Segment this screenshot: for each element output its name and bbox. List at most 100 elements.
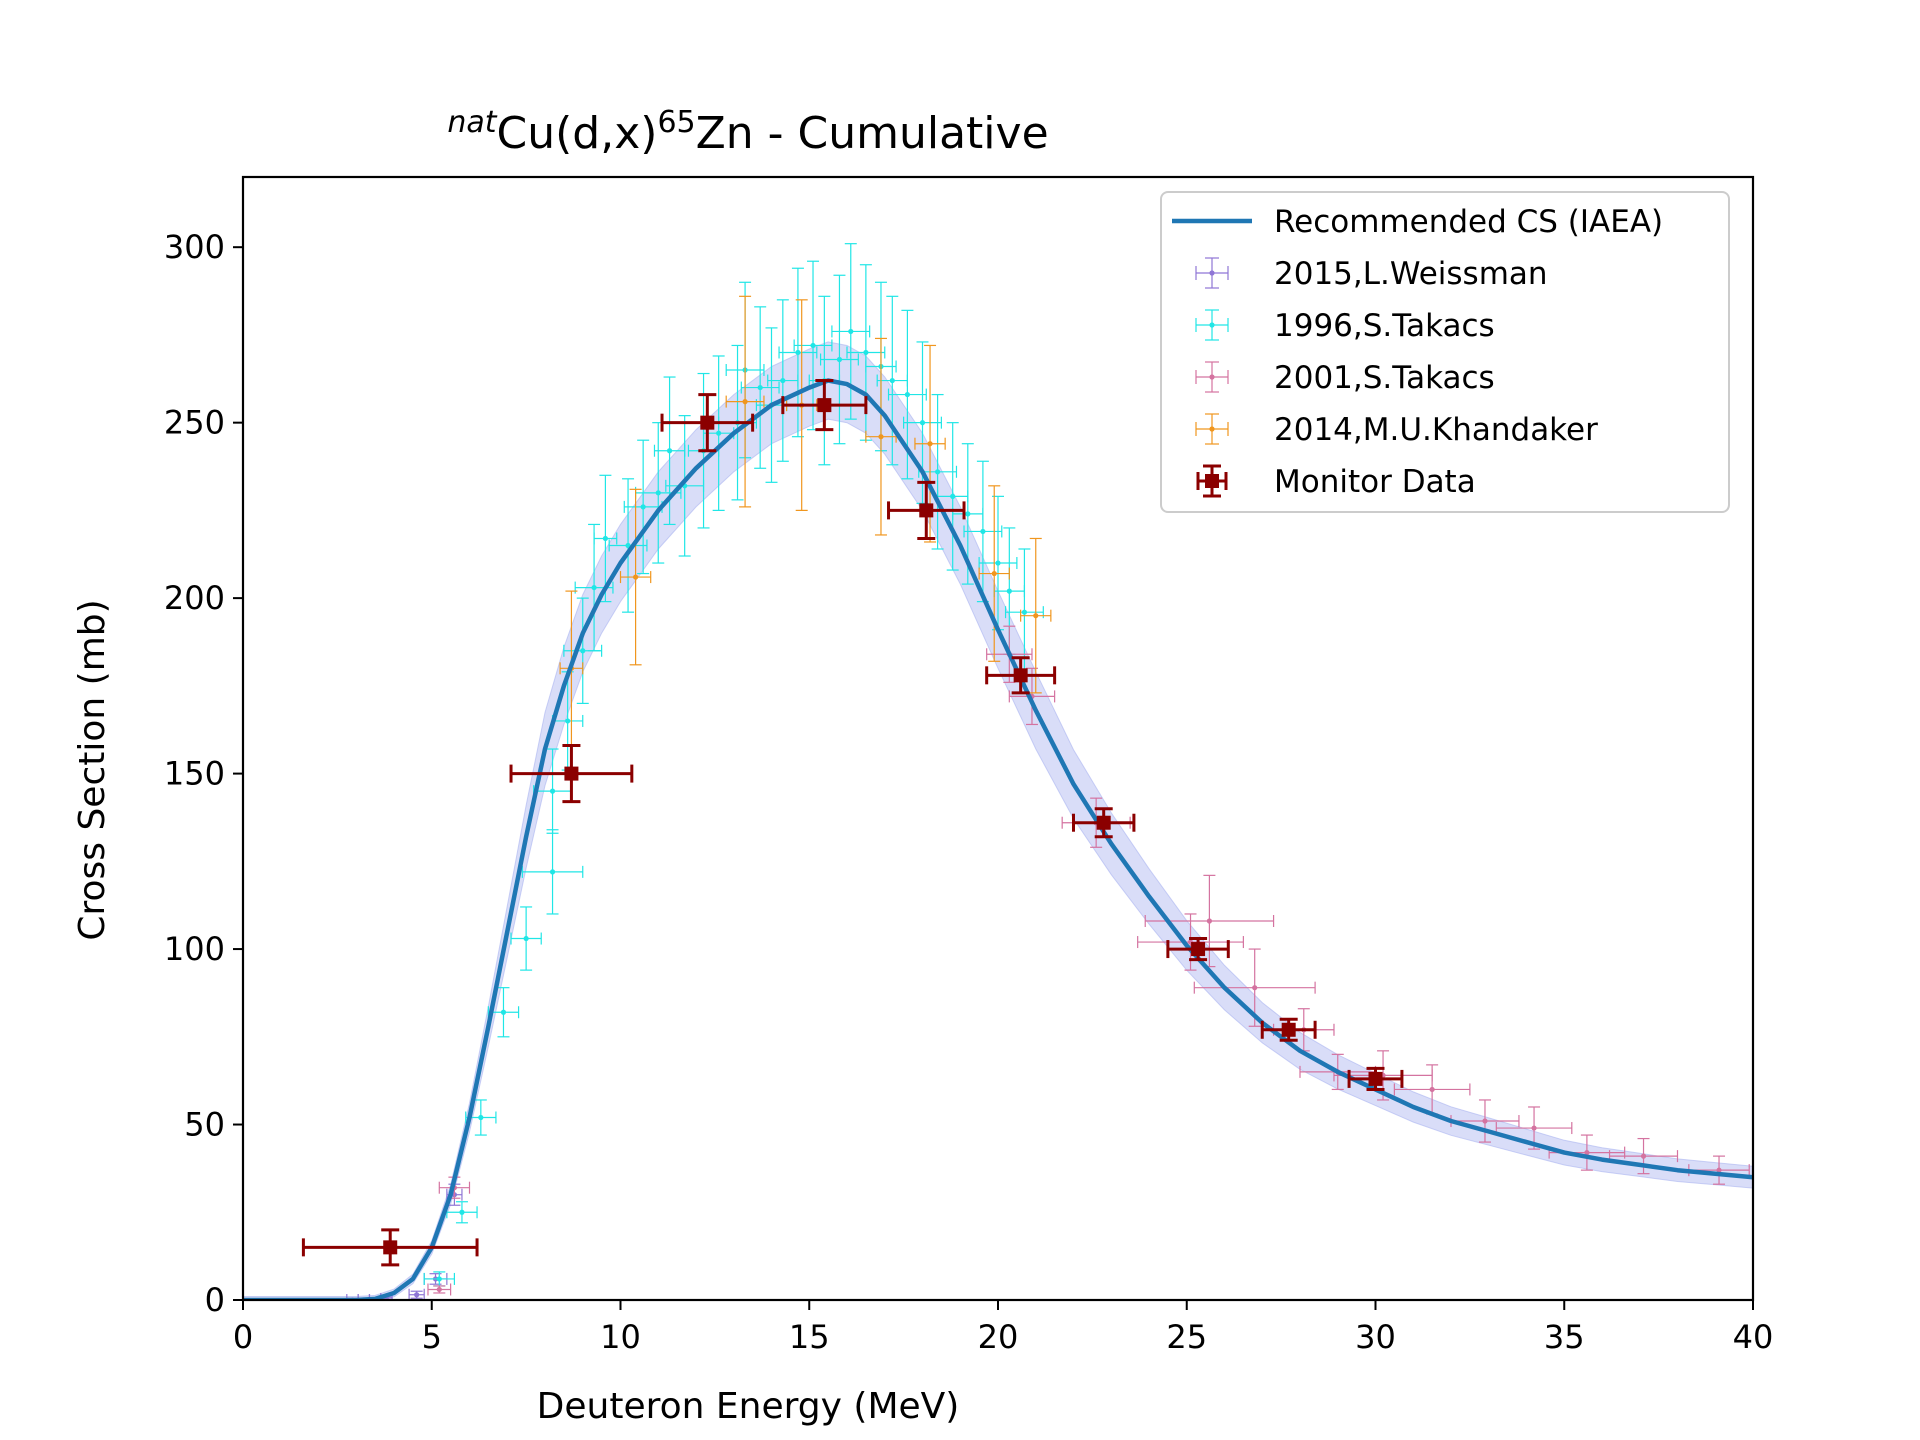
khandaker-point	[619, 488, 652, 666]
takacs2001-point-marker	[1252, 985, 1258, 991]
y-tick-label: 150	[164, 755, 225, 793]
monitor-point-marker	[919, 503, 934, 518]
takacs1996-point-marker	[478, 1114, 484, 1121]
takacs1996-point-marker	[904, 391, 911, 398]
y-tick-label: 200	[164, 579, 225, 617]
monitor-point-marker	[700, 415, 715, 430]
legend-marker	[1209, 426, 1215, 432]
monitor-point	[301, 1228, 479, 1267]
legend-marker	[1209, 322, 1215, 328]
takacs1996-point-marker	[795, 349, 801, 356]
y-tick-label: 250	[164, 404, 225, 442]
takacs1996-point	[819, 274, 859, 445]
takacs1996-point-marker	[500, 1009, 507, 1015]
takacs1996-point-marker	[523, 935, 529, 942]
takacs1996-point-marker	[780, 377, 786, 384]
khandaker-point	[725, 295, 765, 508]
recommended-curve	[243, 378, 1753, 1300]
legend-entry-khandaker: 2014,M.U.Khandaker	[1195, 412, 1598, 448]
monitor-point-marker	[1368, 1071, 1383, 1086]
takacs1996-point	[740, 306, 780, 469]
khandaker-point	[978, 485, 1010, 662]
title-mass-superscript: 65	[657, 105, 695, 140]
khandaker-point-marker	[742, 399, 748, 405]
monitor-point	[1260, 1017, 1317, 1042]
takacs1996-point-marker	[655, 490, 661, 496]
takacs1996-point-marker	[640, 504, 646, 510]
khandaker-point	[865, 337, 897, 536]
legend-entry-takacs1996: 1996,S.Takacs	[1195, 308, 1495, 344]
x-tick-label: 10	[600, 1318, 641, 1356]
takacs1996-point-marker	[549, 788, 556, 794]
legend-label-monitor: Monitor Data	[1274, 464, 1476, 500]
takacs1996-point-marker	[1006, 588, 1012, 594]
takacs2001-point	[427, 1283, 452, 1296]
khandaker-point-marker	[1033, 613, 1039, 619]
takacs1996-point-marker	[666, 448, 673, 454]
weissman-point	[408, 1288, 425, 1300]
takacs2001-point-marker	[1206, 918, 1212, 924]
takacs1996-point	[608, 478, 648, 613]
y-tick-label: 50	[184, 1106, 225, 1144]
monitor-point	[985, 656, 1057, 695]
monitor-point	[781, 379, 868, 432]
takacs1996-point-marker	[436, 1276, 442, 1282]
legend-entry-weissman: 2015,L.Weissman	[1195, 256, 1548, 292]
takacs2001-point-marker	[1716, 1167, 1722, 1173]
plot-content	[243, 243, 1753, 1300]
takacs1996-point	[551, 671, 584, 771]
legend-marker	[1209, 374, 1215, 380]
legend-entry-monitor: Monitor Data	[1196, 464, 1476, 500]
legend-label-takacs1996: 1996,S.Takacs	[1274, 308, 1495, 344]
takacs1996-point	[521, 829, 584, 915]
takacs1996-point	[510, 906, 542, 971]
khandaker-point	[1020, 537, 1052, 694]
takacs1996-point-marker	[836, 356, 843, 363]
series-takacs2001	[427, 625, 1750, 1296]
takacs1996-point-marker	[863, 349, 869, 356]
takacs1996-point-marker	[565, 718, 571, 724]
monitor-point	[509, 744, 634, 804]
takacs1996-point-marker	[995, 560, 1001, 566]
monitor-point-marker	[564, 766, 579, 781]
monitor-point	[1347, 1066, 1404, 1091]
legend-recommended-label: Recommended CS (IAEA)	[1274, 204, 1663, 240]
monitor-point-marker	[1281, 1022, 1296, 1037]
takacs1996-point-marker	[919, 420, 926, 426]
takacs2001-point-marker	[436, 1286, 442, 1293]
takacs1996-point-marker	[950, 493, 956, 499]
monitor-point-marker	[1096, 815, 1111, 830]
takacs1996-point	[665, 415, 705, 557]
takacs2001-point	[1008, 667, 1056, 726]
takacs1996-point-marker	[980, 528, 986, 535]
series-monitor	[301, 379, 1404, 1267]
y-tick-label: 300	[164, 228, 225, 266]
plot-area	[243, 243, 1753, 1300]
khandaker-point-marker	[927, 441, 933, 447]
x-tick-label: 15	[789, 1318, 830, 1356]
legend-box	[1160, 191, 1730, 513]
takacs1996-point-marker	[625, 542, 631, 549]
takacs1996-point	[623, 439, 663, 575]
title-base: Cu(d,x)	[497, 108, 658, 159]
takacs1996-point-marker	[935, 469, 941, 475]
takacs1996-point-marker	[549, 869, 556, 875]
legend-label-weissman: 2015,L.Weissman	[1274, 256, 1548, 292]
x-tick-label: 0	[233, 1318, 253, 1356]
monitor-point	[1166, 937, 1230, 962]
takacs1996-point-marker	[810, 342, 816, 349]
y-tick-label: 0	[205, 1281, 225, 1319]
takacs1996-point-marker	[757, 384, 763, 391]
series-takacs1996	[423, 243, 1044, 1287]
legend-label-takacs2001: 2001,S.Takacs	[1274, 360, 1495, 396]
x-tick-label: 25	[1166, 1318, 1207, 1356]
takacs1996-point-marker	[848, 328, 854, 335]
title-element: Zn	[696, 108, 754, 159]
x-tick-label: 20	[978, 1318, 1019, 1356]
khandaker-point-marker	[878, 434, 884, 440]
takacs1996-point-marker	[1021, 609, 1028, 615]
takacs2001-point-marker	[1531, 1125, 1537, 1131]
takacs1996-point-marker	[591, 584, 597, 591]
takacs1996-point	[918, 393, 958, 550]
